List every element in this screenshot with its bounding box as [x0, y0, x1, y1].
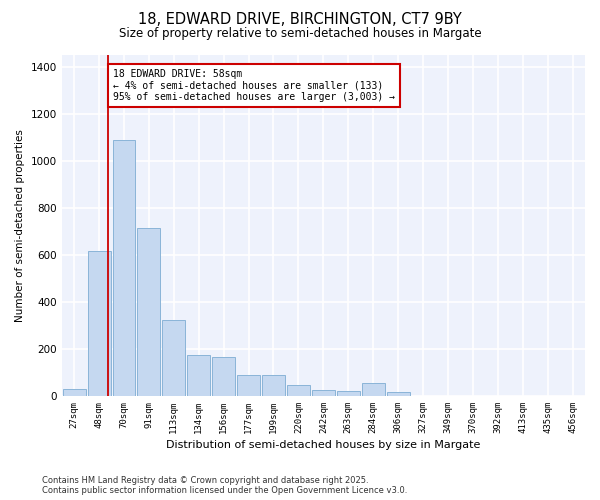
Text: 18 EDWARD DRIVE: 58sqm
← 4% of semi-detached houses are smaller (133)
95% of sem: 18 EDWARD DRIVE: 58sqm ← 4% of semi-deta… [113, 69, 395, 102]
Y-axis label: Number of semi-detached properties: Number of semi-detached properties [15, 129, 25, 322]
Bar [137, 228, 160, 396]
Bar [337, 391, 360, 396]
Text: Size of property relative to semi-detached houses in Margate: Size of property relative to semi-detach… [119, 28, 481, 40]
Text: Contains HM Land Registry data © Crown copyright and database right 2025.
Contai: Contains HM Land Registry data © Crown c… [42, 476, 407, 495]
Bar [312, 390, 335, 396]
Bar [287, 386, 310, 396]
X-axis label: Distribution of semi-detached houses by size in Margate: Distribution of semi-detached houses by … [166, 440, 481, 450]
Bar [237, 375, 260, 396]
Bar [113, 140, 136, 396]
Bar [386, 392, 410, 396]
Bar [212, 357, 235, 396]
Bar [262, 375, 285, 396]
Bar [163, 320, 185, 396]
Text: 18, EDWARD DRIVE, BIRCHINGTON, CT7 9BY: 18, EDWARD DRIVE, BIRCHINGTON, CT7 9BY [138, 12, 462, 28]
Bar [88, 252, 110, 396]
Bar [62, 389, 86, 396]
Bar [187, 355, 210, 396]
Bar [362, 383, 385, 396]
